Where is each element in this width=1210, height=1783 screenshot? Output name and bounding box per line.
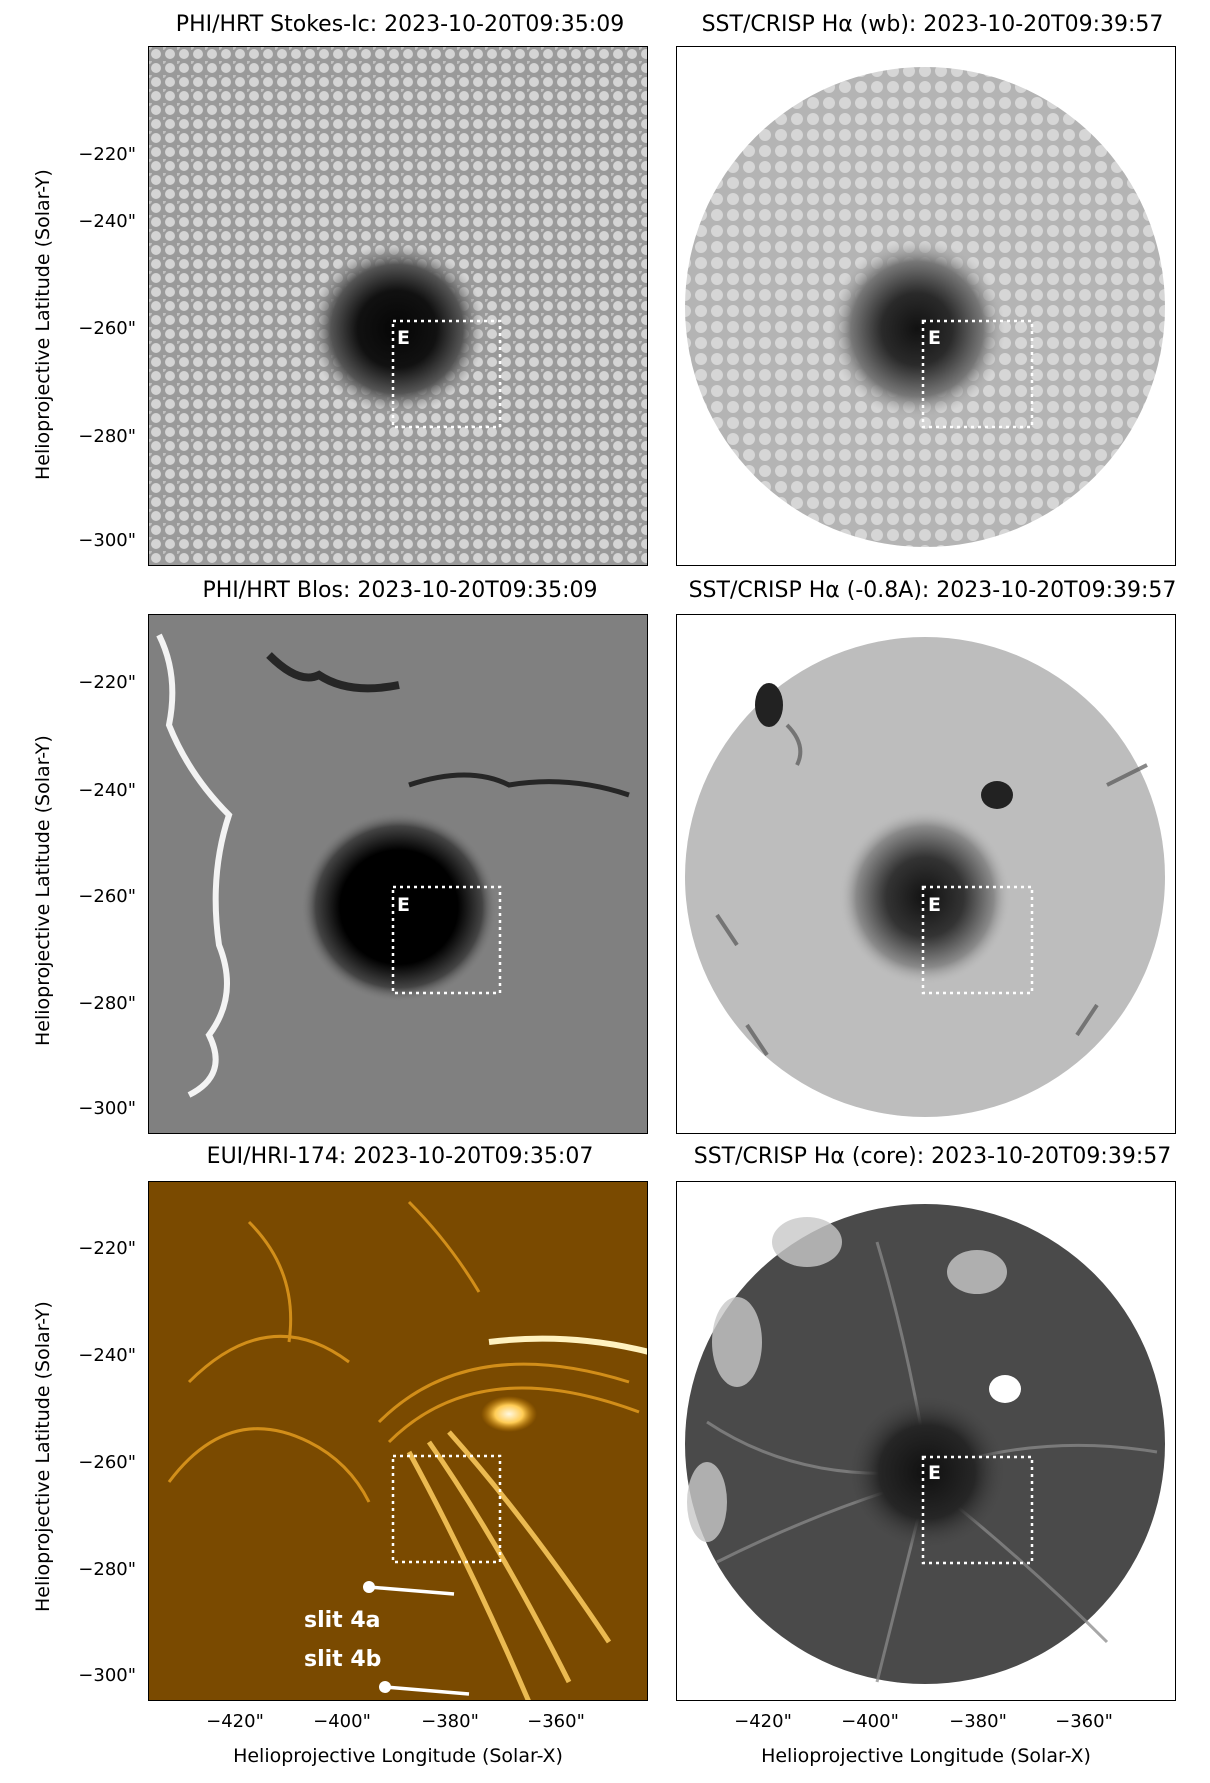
region-box — [921, 885, 1034, 995]
region-box — [921, 1455, 1034, 1565]
slit-4b-label: slit 4b — [304, 1647, 381, 1672]
image-frame: E — [676, 1181, 1176, 1701]
slit-4b — [384, 1685, 470, 1696]
y-axis-label: Helioprojective Latitude (Solar-Y) — [32, 1301, 54, 1612]
y-tick: −220" — [78, 144, 136, 165]
region-box — [391, 1454, 502, 1564]
region-box — [391, 319, 502, 429]
region-label: E — [397, 894, 410, 916]
x-tick: −380" — [421, 1711, 479, 1732]
y-tick: −300" — [78, 1098, 136, 1119]
continuum-image: E — [149, 47, 647, 565]
panel-title: SST/CRISP Hα (wb): 2023-10-20T09:39:57 — [701, 12, 1164, 37]
region-label: E — [397, 327, 410, 349]
region-label: E — [928, 894, 941, 916]
region-label: E — [928, 327, 941, 349]
image-frame: slit 4a slit 4b — [148, 1181, 648, 1701]
x-axis-label: Helioprojective Longitude (Solar-X) — [233, 1745, 563, 1767]
y-tick: −220" — [78, 1238, 136, 1259]
x-tick: −380" — [949, 1711, 1007, 1732]
x-tick: −420" — [206, 1711, 264, 1732]
slit-4a-label: slit 4a — [304, 1608, 381, 1633]
panel-title: SST/CRISP Hα (-0.8A): 2023-10-20T09:39:5… — [688, 578, 1177, 603]
image-frame: E — [148, 614, 648, 1134]
y-tick: −300" — [78, 530, 136, 551]
y-tick: −220" — [78, 672, 136, 693]
y-tick: −260" — [78, 1452, 136, 1473]
region-box — [921, 319, 1034, 429]
y-tick: −240" — [78, 1345, 136, 1366]
y-tick: −260" — [78, 886, 136, 907]
x-tick: −420" — [734, 1711, 792, 1732]
panel-title: PHI/HRT Stokes-Ic: 2023-10-20T09:35:09 — [175, 12, 625, 37]
wideband-image: E — [685, 67, 1165, 547]
panel-title: EUI/HRI-174: 2023-10-20T09:35:07 — [206, 1144, 594, 1169]
y-tick: −240" — [78, 780, 136, 801]
core-image: E — [685, 1204, 1165, 1684]
slit-4b-start — [379, 1681, 391, 1693]
image-frame: E — [148, 46, 648, 566]
x-tick: −400" — [841, 1711, 899, 1732]
euv-image: slit 4a slit 4b — [149, 1182, 647, 1700]
region-label: E — [928, 1462, 941, 1484]
x-axis-label: Helioprojective Longitude (Solar-X) — [761, 1745, 1091, 1767]
panel-title: PHI/HRT Blos: 2023-10-20T09:35:09 — [202, 578, 598, 603]
image-frame: E — [676, 614, 1176, 1134]
region-box — [391, 885, 502, 995]
y-tick: −280" — [78, 1559, 136, 1580]
y-tick: −280" — [78, 993, 136, 1014]
panel-title: SST/CRISP Hα (core): 2023-10-20T09:39:57 — [693, 1144, 1172, 1169]
y-axis-label: Helioprojective Latitude (Solar-Y) — [32, 735, 54, 1046]
image-frame: E — [676, 46, 1176, 566]
slit-4a-start — [363, 1581, 375, 1593]
y-tick: −240" — [78, 211, 136, 232]
y-tick: −260" — [78, 318, 136, 339]
y-tick: −300" — [78, 1665, 136, 1686]
x-tick: −360" — [527, 1711, 585, 1732]
x-tick: −360" — [1055, 1711, 1113, 1732]
y-axis-label: Helioprojective Latitude (Solar-Y) — [32, 169, 54, 480]
magnetogram-image: E — [149, 615, 647, 1133]
wing-image: E — [685, 637, 1165, 1117]
slit-4a — [368, 1585, 455, 1596]
y-tick: −280" — [78, 426, 136, 447]
x-tick: −400" — [313, 1711, 371, 1732]
